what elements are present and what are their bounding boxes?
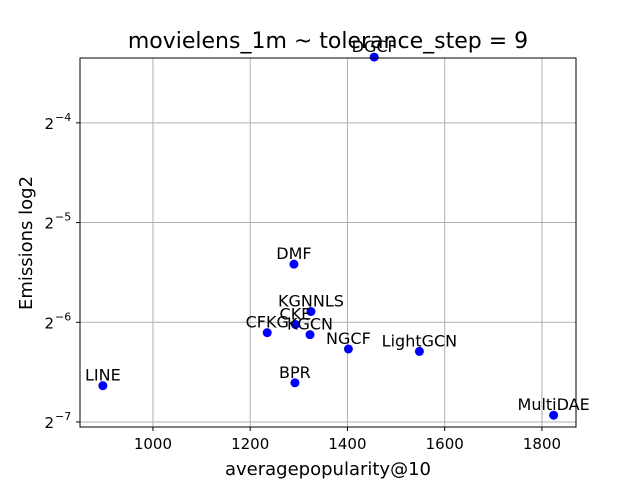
y-tick-base: 2 xyxy=(44,115,54,133)
x-axis-ticks: 1000 1200 1400 1600 1800 xyxy=(134,427,561,453)
y-tick-exponent: −5 xyxy=(55,211,71,224)
point-dgcf xyxy=(369,52,379,62)
y-tick-label: 2 xyxy=(44,414,54,432)
x-tick-label: 1400 xyxy=(328,435,366,453)
point-label: LINE xyxy=(85,366,121,385)
y-tick-exponent: −7 xyxy=(55,410,71,423)
point-label: DGCF xyxy=(352,37,397,56)
point-ngcf xyxy=(343,344,353,354)
point-label: MultiDAE xyxy=(518,395,590,414)
y-tick-exponent: −4 xyxy=(55,111,71,124)
point-label: KGCN xyxy=(287,315,333,334)
y-tick-label: 2 xyxy=(44,215,54,233)
point-cfkg xyxy=(262,328,272,338)
x-tick-label: 1000 xyxy=(134,435,172,453)
point-line xyxy=(98,381,108,391)
x-tick-label: 1800 xyxy=(523,435,561,453)
x-axis-label: averagepopularity@10 xyxy=(225,459,431,480)
point-label: DMF xyxy=(276,244,311,263)
point-label: LightGCN xyxy=(382,331,457,350)
y-tick-base: 2 xyxy=(44,314,54,332)
y-axis-label: Emissions log2 xyxy=(16,176,37,310)
y-tick-base: 2 xyxy=(44,215,54,233)
plot-frame xyxy=(79,57,577,428)
point-label: CFKG xyxy=(246,313,289,332)
grid-lines xyxy=(80,58,576,427)
point-dmf xyxy=(289,259,299,269)
y-tick-base: 2 xyxy=(44,414,54,432)
point-lightgcn xyxy=(414,346,424,356)
point-kgcn xyxy=(305,330,315,340)
point-multidae xyxy=(549,410,559,420)
data-points xyxy=(98,52,559,420)
point-label: NGCF xyxy=(326,329,371,348)
point-cke xyxy=(290,319,300,329)
chart-title: movielens_1m ~ tolerance_step = 9 xyxy=(128,29,528,54)
y-tick-exponent: −6 xyxy=(55,310,71,323)
point-label: CKE xyxy=(280,304,312,323)
x-tick-label: 1200 xyxy=(231,435,269,453)
y-tick-label: 2 xyxy=(44,314,54,332)
point-label: KGNNLS xyxy=(278,292,344,311)
y-axis-ticks: 2 −42 −52 −62 −7 xyxy=(44,111,80,432)
y-tick-label: 2 xyxy=(44,115,54,133)
x-tick-label: 1600 xyxy=(426,435,464,453)
point-bpr xyxy=(290,378,300,388)
point-label: BPR xyxy=(279,363,311,382)
point-kgnnls xyxy=(306,307,316,317)
